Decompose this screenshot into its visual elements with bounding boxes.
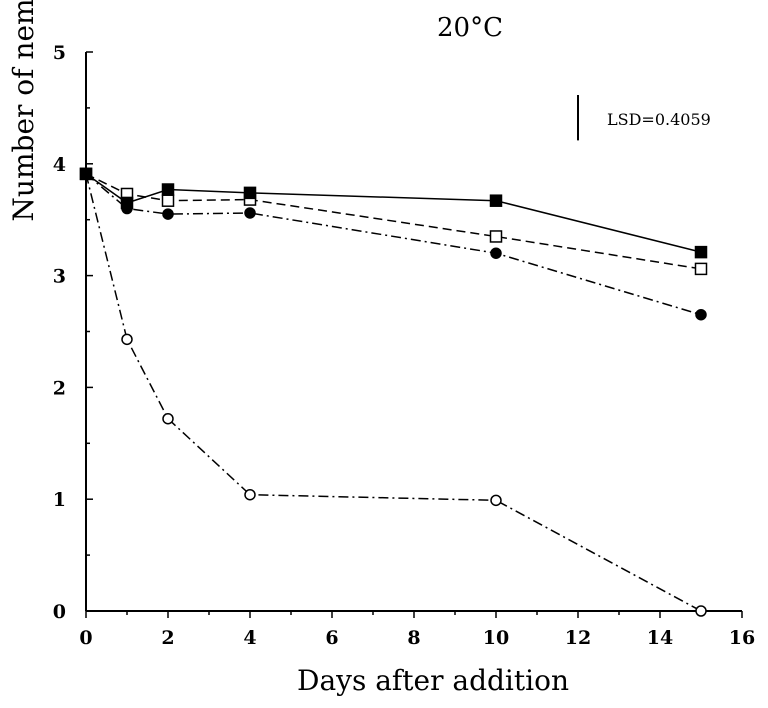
- data-point-filled-square: [489, 194, 503, 207]
- data-point-open-square: [694, 262, 708, 276]
- x-tick-label: 14: [647, 627, 673, 649]
- series-line-open-circle: [85, 173, 702, 612]
- x-axis-title: Days after addition: [297, 664, 569, 697]
- data-point-open-circle: [244, 488, 256, 501]
- series-markers: [79, 167, 708, 617]
- data-point-open-circle: [490, 494, 502, 507]
- x-tick-label: 16: [729, 627, 755, 649]
- x-tick-label: 10: [483, 627, 509, 649]
- data-point-open-square: [489, 230, 503, 243]
- data-point-filled-square: [120, 196, 134, 210]
- data-point-filled-square: [79, 167, 93, 181]
- data-point-open-circle: [121, 333, 133, 346]
- x-tick-label: 4: [243, 627, 256, 649]
- y-tick-label: 0: [53, 601, 66, 623]
- y-axis-title: Number of nem: [7, 0, 40, 222]
- data-point-open-circle: [162, 412, 174, 425]
- y-tick-label: 5: [53, 42, 66, 64]
- data-point-filled-circle: [490, 247, 502, 259]
- chart-title: 20°C: [437, 13, 503, 43]
- data-point-open-square: [161, 194, 175, 207]
- series-line-filled-square: [85, 173, 702, 253]
- data-point-filled-circle: [244, 207, 256, 219]
- x-tick-label: 0: [79, 627, 92, 649]
- x-tick-label: 8: [407, 627, 420, 649]
- y-tick-label: 1: [53, 489, 66, 511]
- data-point-filled-square: [161, 183, 175, 196]
- series-lines: [85, 173, 702, 612]
- y-tick-label: 4: [53, 154, 66, 176]
- lsd-label: LSD=0.4059: [607, 110, 711, 129]
- data-point-open-circle: [695, 605, 707, 617]
- data-point-filled-square: [243, 186, 257, 200]
- x-tick-label: 12: [565, 627, 591, 649]
- data-point-filled-circle: [162, 208, 174, 220]
- data-point-filled-square: [694, 245, 708, 259]
- series-line-open-square: [85, 173, 702, 270]
- x-tick-label: 2: [161, 627, 174, 649]
- series-line-filled-circle: [85, 173, 702, 316]
- x-tick-label: 6: [325, 627, 338, 649]
- y-tick-label: 3: [53, 266, 66, 288]
- data-point-filled-circle: [695, 308, 707, 321]
- y-tick-label: 2: [53, 377, 66, 399]
